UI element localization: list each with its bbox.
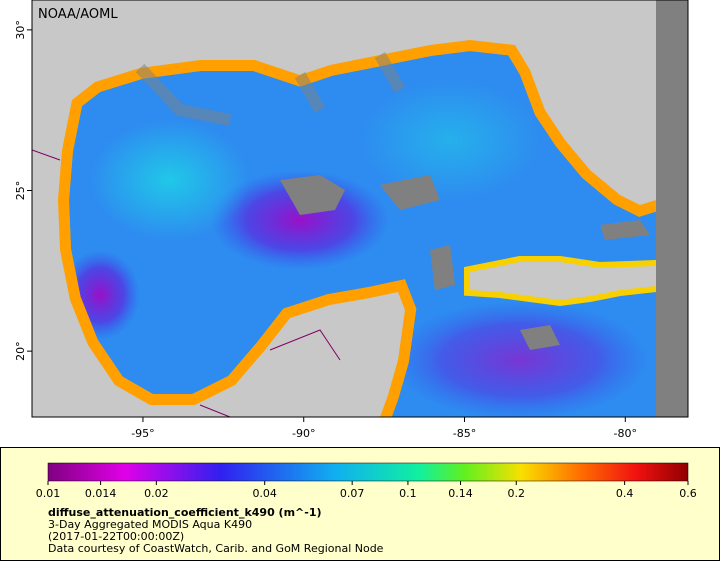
colorbar-tick-label: 0.04 xyxy=(252,487,277,500)
legend-line: 3-Day Aggregated MODIS Aqua K490 xyxy=(48,518,252,531)
legend-line: (2017-01-22T00:00:00Z) xyxy=(48,530,184,543)
map-frame xyxy=(31,0,689,418)
lat-tick-label: 25° xyxy=(14,181,27,201)
lon-tick-label: -85° xyxy=(453,427,476,440)
water-patch xyxy=(390,300,650,417)
land-shade xyxy=(135,52,406,126)
colorbar-tick-label: 0.4 xyxy=(616,487,634,500)
lon-tick-label: -80° xyxy=(614,427,637,440)
colorbar-tick-label: 0.1 xyxy=(399,487,417,500)
colorbar-tick-label: 0.6 xyxy=(679,487,697,500)
no-data-strip xyxy=(656,0,688,417)
water-patch xyxy=(360,80,540,200)
credit: NOAA/AOML xyxy=(38,7,118,22)
land xyxy=(32,0,656,417)
colorbar-tick-label: 0.014 xyxy=(85,487,117,500)
water-patch xyxy=(210,170,390,270)
colorbar-tick-label: 0.02 xyxy=(144,487,169,500)
borders xyxy=(32,149,341,417)
legend-line: Data courtesy of CoastWatch, Carib. and … xyxy=(48,542,384,555)
colorbar-tick-label: 0.01 xyxy=(36,487,61,500)
lat-tick-label: 30° xyxy=(14,20,27,39)
lon-tick-label: -90° xyxy=(292,427,315,440)
water-patch xyxy=(90,120,250,240)
legend-lines: 3-Day Aggregated MODIS Aqua K490(2017-01… xyxy=(48,518,384,555)
colorbar xyxy=(47,462,689,482)
cloud-patches xyxy=(280,175,650,350)
colorbar-tick-label: 0.14 xyxy=(448,487,473,500)
map-image xyxy=(32,0,688,417)
lat-tick-label: 20° xyxy=(14,341,27,361)
colorbar-tick-label: 0.07 xyxy=(340,487,365,500)
cuba xyxy=(470,262,656,300)
legend-variable: diffuse_attenuation_coefficient_k490 (m^… xyxy=(48,506,322,519)
colorbar-tick-label: 0.2 xyxy=(508,487,526,500)
lon-tick-label: -95° xyxy=(131,427,154,440)
